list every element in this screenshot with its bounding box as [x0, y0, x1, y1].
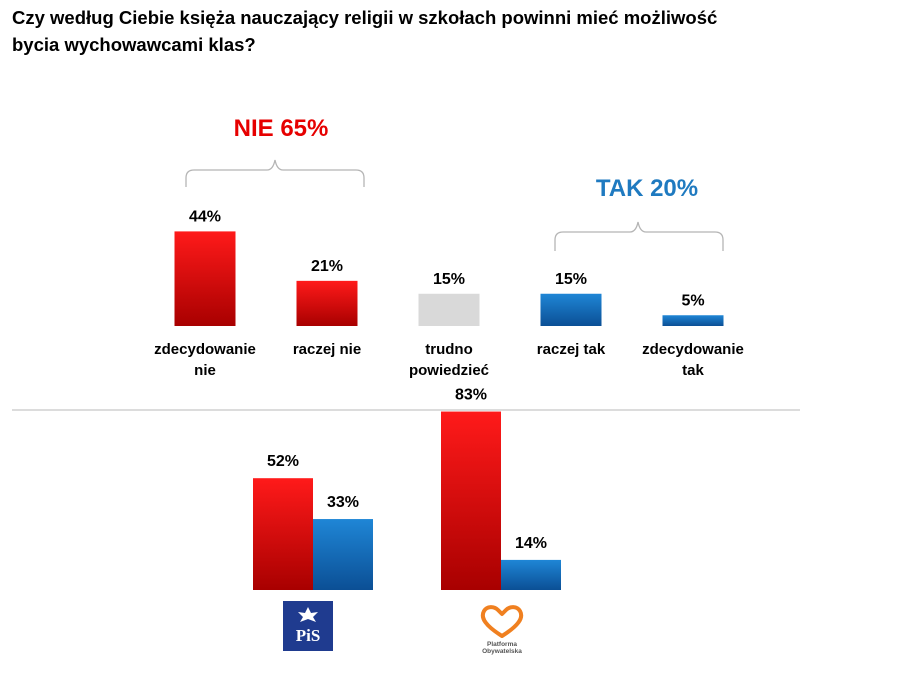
category-label-1-0: raczej nie [293, 341, 361, 358]
bar-3 [540, 293, 602, 326]
party-bar-chart: 52% 33% 83% 14% [253, 387, 561, 590]
top-bar-chart: 44% zdecydowanie nie 21% raczej nie 15% trudno… [154, 208, 744, 379]
bar-0 [174, 231, 236, 326]
pis-logo: PiS [283, 601, 333, 651]
pis-logo-text: PiS [296, 626, 321, 645]
tak-bracket [554, 221, 724, 251]
pis-tak-bar [313, 519, 373, 590]
bar-1 [296, 280, 358, 326]
po-logo-text-line-1: Platforma [487, 641, 517, 648]
category-label-4-0: zdecydowanie [642, 341, 744, 358]
bar-value-label-2: 15% [433, 271, 465, 288]
po-tak-bar [501, 559, 561, 590]
pis-tak-value-label: 33% [327, 494, 359, 511]
category-label-2-0: trudno [425, 341, 472, 358]
category-label-0-1: nie [194, 362, 216, 379]
title-line-2: bycia wychowawcami klas? [12, 34, 256, 55]
pis-logo-mark: PiS [296, 607, 321, 645]
category-label-3-0: raczej tak [537, 341, 606, 358]
tak-group-label: TAK 20% [596, 175, 698, 202]
bar-4 [662, 315, 724, 326]
pis-nie-bar [253, 478, 313, 590]
nie-group-label: NIE 65% [234, 115, 329, 142]
po-heart-icon [480, 605, 524, 638]
bar-value-label-1: 21% [311, 258, 343, 275]
bar-value-label-3: 15% [555, 271, 587, 288]
bar-value-label-0: 44% [189, 208, 221, 225]
po-logo: Platforma Obywatelska [474, 600, 530, 660]
pis-eagle-icon [298, 607, 318, 622]
po-nie-value-label: 83% [455, 387, 487, 404]
category-label-0-0: zdecydowanie [154, 341, 256, 358]
po-logo-text-line-2: Obywatelska [482, 648, 522, 655]
nie-bracket [185, 159, 365, 187]
category-label-4-1: tak [682, 362, 704, 379]
pis-nie-value-label: 52% [267, 453, 299, 470]
po-nie-bar [441, 411, 501, 590]
title-line-1: Czy według Ciebie księża nauczający reli… [12, 7, 718, 28]
po-logo-text: Platforma Obywatelska [474, 641, 530, 655]
bar-2 [418, 293, 480, 326]
bar-value-label-4: 5% [681, 292, 704, 309]
chart-title: Czy według Ciebie księża nauczający reli… [12, 4, 912, 58]
po-tak-value-label: 14% [515, 535, 547, 552]
category-label-2-1: powiedzieć [409, 362, 489, 379]
